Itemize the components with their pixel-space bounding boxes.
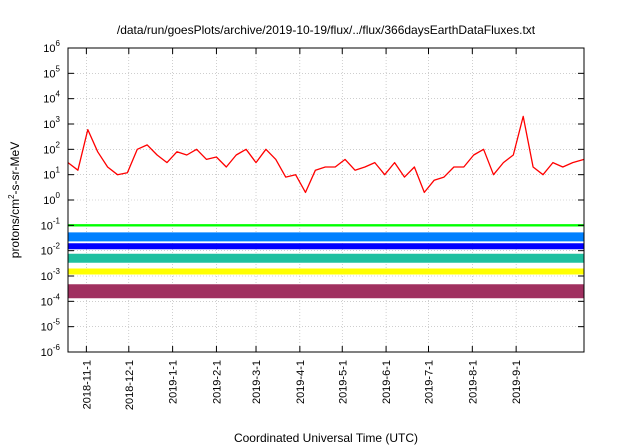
y-tick-label: 100 [43,191,60,207]
grid-lines [68,47,584,353]
x-axis-label: Coordinated Universal Time (UTC) [234,431,418,445]
y-tick-label: 103 [43,115,60,131]
x-tick-label: 2019-5-1 [337,360,349,404]
x-tick-label: 2019-2-1 [211,360,223,404]
chart-title: /data/run/goesPlots/archive/2019-10-19/f… [117,23,536,37]
y-tick-label: 106 [43,39,60,55]
y-tick-label: 10-5 [41,318,61,334]
x-tick-label: 2019-7-1 [423,360,435,404]
y-tick-label: 10-4 [41,292,61,308]
x-tick-label: 2018-12-1 [124,360,136,410]
x-tick-label: 2019-8-1 [467,360,479,404]
y-axis: 10-6 10-5 10-4 10-3 10-2 10-1 100 101 102 103 104 1… [41,39,584,359]
y-tick-label: 105 [43,64,60,80]
series-line-1 [67,115,585,194]
y-axis-label-superscript: 2 [7,194,16,199]
x-axis: 2018-11-1 2018-12-1 2019-1-1 2019-2-1 2019-3… [81,48,523,410]
series-group [67,115,585,299]
y-tick-label: 102 [43,140,60,156]
y-tick-label: 101 [43,166,60,182]
x-tick-label: 2019-4-1 [295,360,307,404]
y-tick-label: 104 [43,90,60,106]
x-tick-label: 2018-11-1 [81,360,93,409]
y-tick-label: 10-3 [41,267,61,283]
x-tick-label: 2019-9-1 [511,360,523,404]
x-tick-label: 2019-3-1 [251,360,263,404]
x-tick-label: 2019-1-1 [168,360,180,404]
y-tick-label: 10-2 [41,242,61,258]
y-axis-label: protons/cm2-s-sr-MeV [7,142,22,258]
y-tick-label: 10-1 [41,216,61,232]
x-tick-label: 2019-6-1 [381,360,393,404]
y-tick-label: 10-6 [41,343,61,359]
